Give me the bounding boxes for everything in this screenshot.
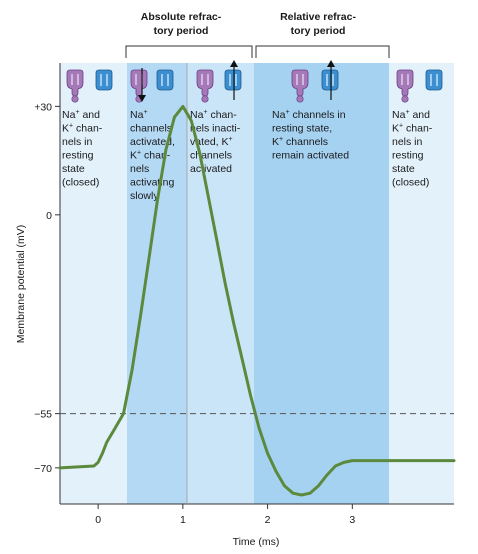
axis-ticks: +30 0 −55 −70 0 1 2 3 (34, 101, 355, 526)
phase-description-3: Na+ chan-nels inacti-vated, K+ channels ac… (190, 109, 241, 175)
zone-absolute-1 (127, 63, 187, 504)
relative-refractory-label-2: tory period (291, 25, 346, 37)
channel-icons (66, 60, 443, 103)
absolute-refractory-label-1: Absolute refrac- (141, 11, 222, 23)
phase-description-1: Na+ and K+ chan-nels in resting state (close… (62, 109, 103, 189)
action-potential-curve (58, 104, 456, 497)
zone-resting-right (389, 63, 454, 504)
phase-description-4: Na+ channels in resting state, K+ channels… (272, 109, 349, 162)
relative-refractory-bracket (255, 45, 390, 58)
k-channel-icon (156, 69, 174, 91)
zone-resting-left (60, 63, 127, 504)
phase-description-2: Na+ channels activated, K+ chan-nels activat… (130, 109, 175, 202)
phase-description-5: Na+ and K+ chan-nels in resting state (close… (392, 109, 433, 189)
zone-relative (254, 63, 389, 504)
x-tick-label: 3 (349, 514, 355, 526)
y-tick-label: −70 (34, 463, 52, 475)
k-channel-icon (95, 69, 113, 91)
k-channel-icon (321, 69, 339, 91)
down-arrow-icon (138, 68, 146, 102)
k-channel-icon (224, 69, 242, 91)
absolute-refractory-bracket (125, 45, 253, 58)
phase-descriptions: Na+ and K+ chan-nels in resting state (close… (62, 109, 433, 202)
x-axis-label: Time (ms) (233, 536, 280, 548)
x-tick-label: 2 (265, 514, 271, 526)
y-tick-label: −55 (34, 409, 52, 421)
zone-absolute-2 (187, 63, 254, 504)
absolute-refractory-label-2: tory period (154, 25, 209, 37)
y-axis-label: Membrane potential (mV) (15, 225, 27, 343)
up-arrow-icon (230, 60, 238, 100)
y-tick-label: +30 (34, 101, 52, 113)
up-arrow-icon (327, 60, 335, 100)
k-channel-icon (425, 69, 443, 91)
y-tick-label: 0 (46, 210, 52, 222)
relative-refractory-label-1: Relative refrac- (280, 11, 356, 23)
x-tick-label: 0 (95, 514, 101, 526)
x-tick-label: 1 (180, 514, 186, 526)
